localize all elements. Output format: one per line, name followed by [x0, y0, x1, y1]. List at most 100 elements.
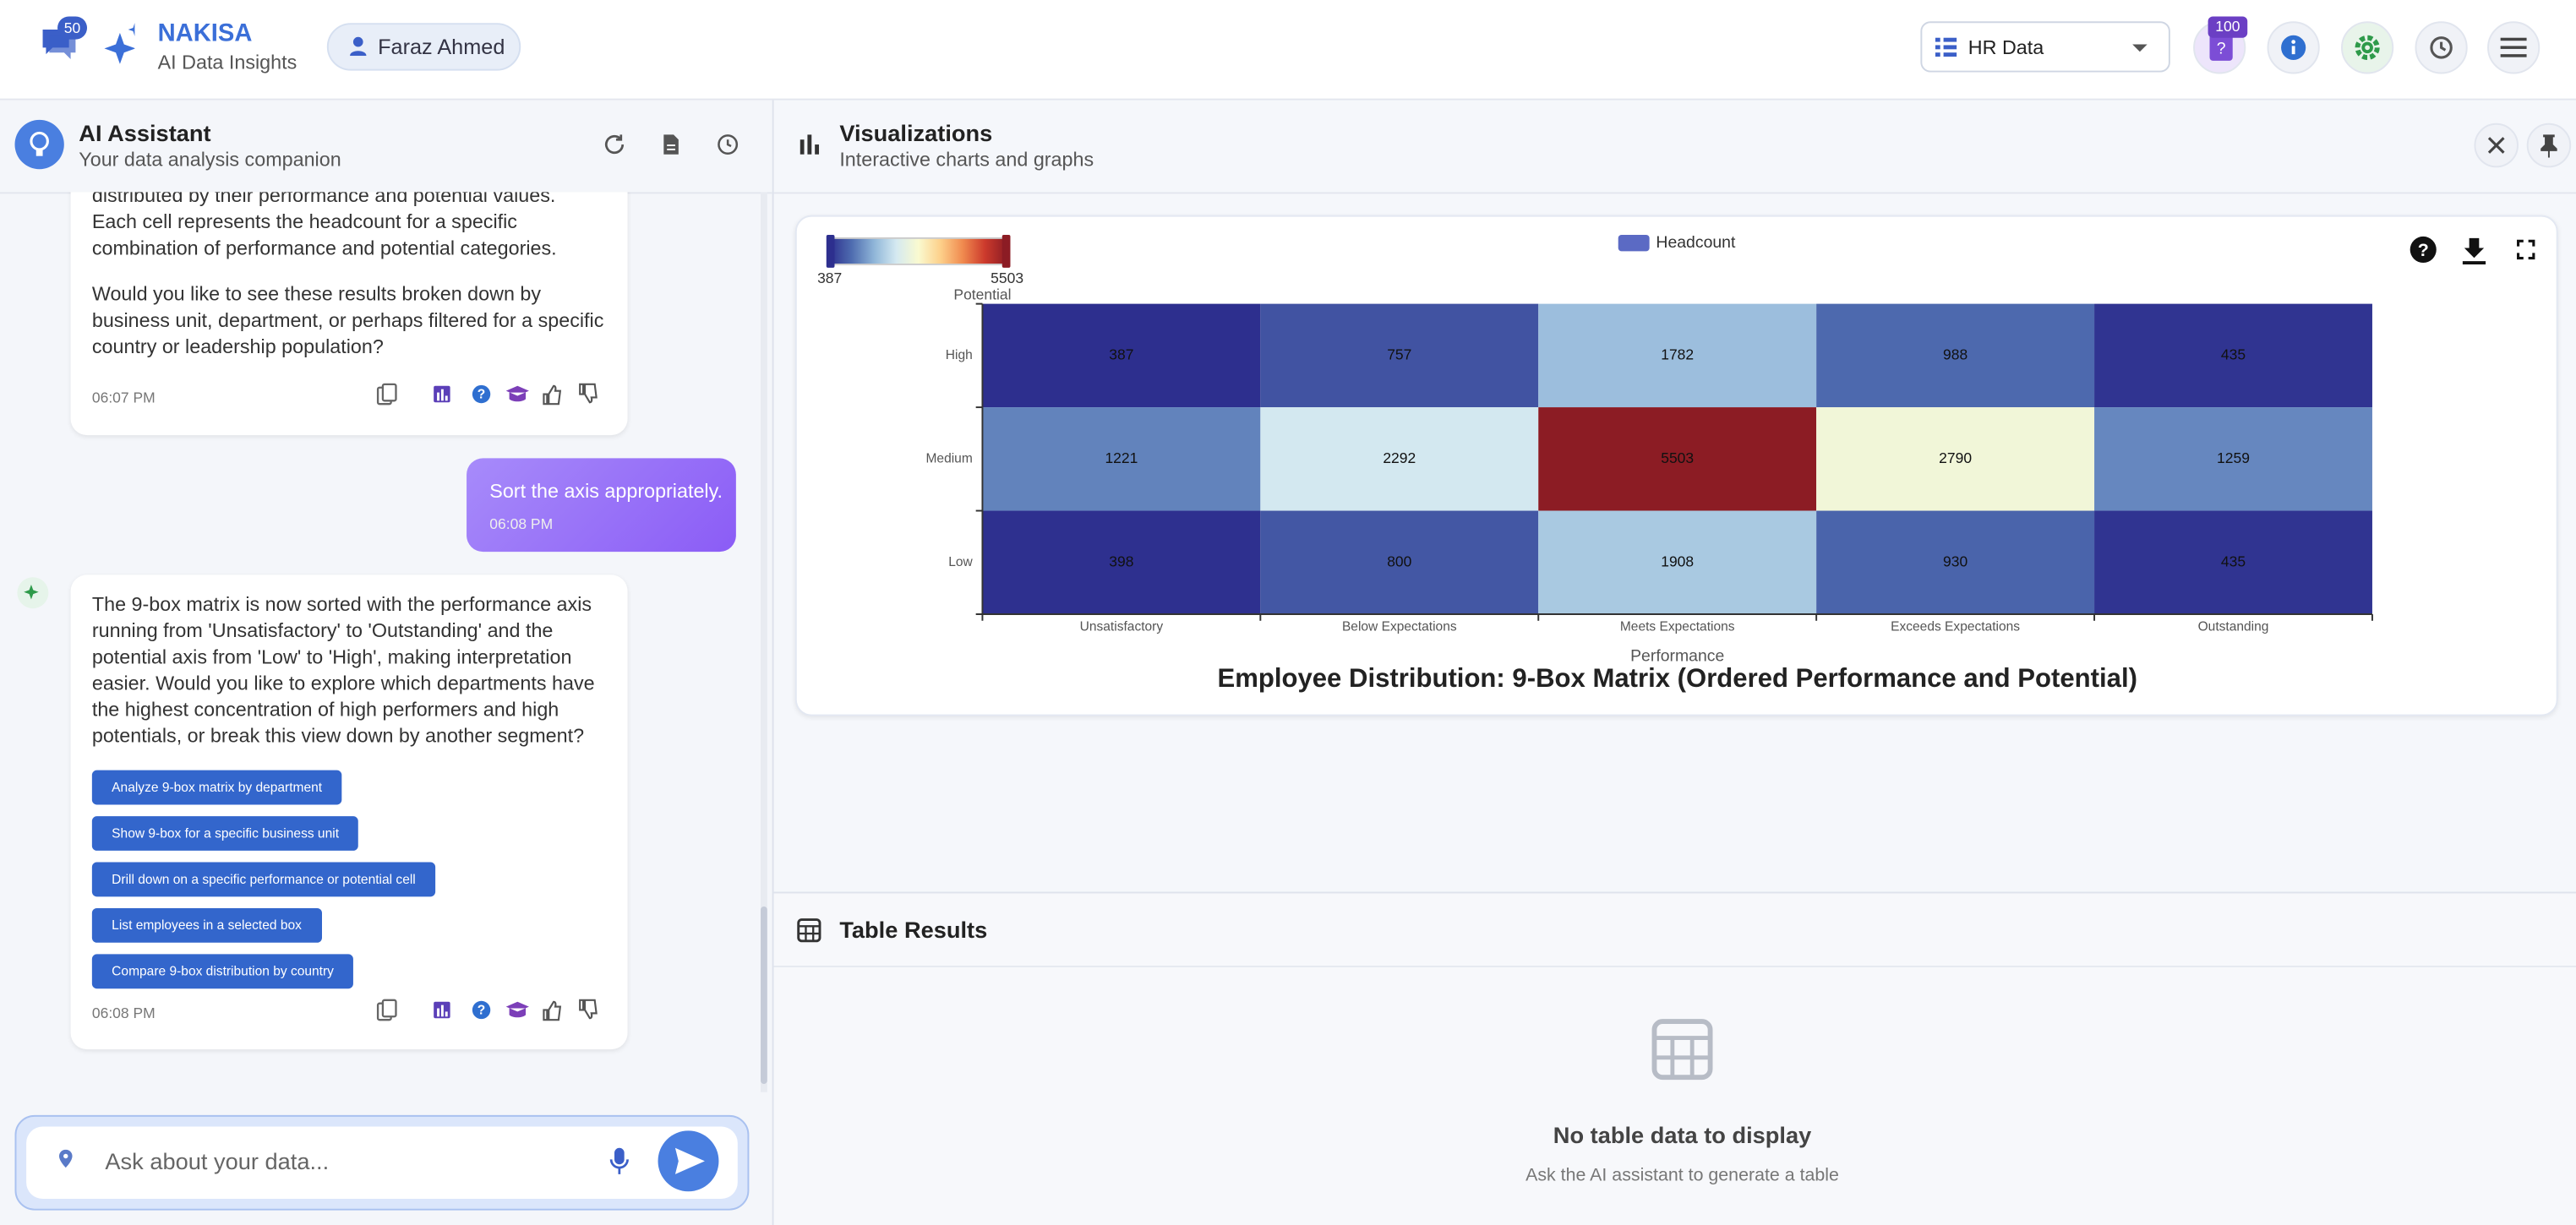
shape [381, 383, 397, 402]
x-tick-label: Unsatisfactory [1080, 620, 1164, 634]
shape [609, 1159, 629, 1174]
assistant-header [0, 100, 772, 194]
shape [815, 144, 820, 155]
suggestion-button[interactable]: List employees in a selected box [91, 907, 322, 943]
heatmap-cell [1260, 407, 1539, 511]
cell-label: 398 [1109, 553, 1133, 569]
cell-label: 1908 [1661, 553, 1694, 569]
shape [543, 384, 562, 406]
heatmap-cell [1816, 407, 2095, 511]
shape [798, 925, 820, 941]
shape [2365, 45, 2371, 51]
message-time: 06:08 PM [91, 1004, 156, 1022]
message-time: 06:08 PM [489, 515, 554, 532]
pin-icon [2541, 134, 2557, 158]
menu-button[interactable] [2487, 21, 2541, 74]
fullscreen-button[interactable] [2517, 239, 2535, 260]
suggestion-button[interactable]: Show 9-box for a specific business unit [91, 816, 359, 851]
shape [35, 149, 43, 156]
table-title: Table Results [839, 916, 988, 943]
shape [800, 139, 805, 155]
menu-icon [2500, 37, 2527, 57]
suggestion-button[interactable]: Analyze 9-box matrix by department [91, 770, 342, 805]
cell-label: 387 [1109, 346, 1133, 362]
shape [579, 383, 598, 404]
shape [63, 1153, 68, 1159]
heatmap-cell [1260, 303, 1539, 408]
shape [58, 1149, 73, 1168]
cell-label: 930 [1943, 553, 1967, 569]
shape [1935, 52, 1940, 57]
shape [2209, 34, 2233, 61]
heatmap-cell [2094, 303, 2372, 408]
panel: The 9-box matrix is now sorted with the … [92, 591, 608, 769]
input-placeholder[interactable]: Ask about your data... [105, 1147, 330, 1174]
message-actions[interactable]: ? [376, 999, 606, 1021]
viz-icon [800, 134, 820, 155]
shape [505, 385, 529, 402]
suggestion-button[interactable]: Drill down on a specific performance or … [91, 862, 436, 897]
dataset-select[interactable] [1920, 21, 2170, 73]
empty-subtitle: Ask the AI assistant to generate a table [1525, 1166, 1839, 1186]
shape [543, 1000, 562, 1021]
shape [1651, 1019, 1713, 1081]
shape [437, 392, 439, 401]
assistant-tools[interactable] [601, 132, 749, 158]
shape [2500, 37, 2527, 41]
empty-title: No table data to display [1553, 1121, 1812, 1148]
cell-label: 988 [1943, 346, 1967, 362]
shape [718, 134, 739, 155]
heatmap-cell [2094, 407, 2372, 511]
shape [2440, 41, 2447, 52]
help-button[interactable] [2410, 236, 2437, 264]
shape [445, 395, 448, 401]
colorbar-max: 5503 [991, 270, 1023, 286]
user-name[interactable]: Faraz Ahmed [378, 34, 505, 59]
user-message: Sort the axis appropriately. 06:08 PM [467, 458, 736, 553]
shape [472, 384, 491, 404]
message-text: distributed by their performance and pot… [91, 192, 557, 260]
suggestion-button[interactable]: Compare 9-box distribution by country [91, 954, 354, 989]
heatmap-cell [982, 407, 1261, 511]
shape [14, 119, 64, 170]
info-icon [2281, 35, 2306, 60]
table-header-divider [773, 966, 2576, 967]
scroll-thumb [761, 906, 767, 1084]
heatmap-cell [2094, 510, 2372, 615]
history-button[interactable] [2415, 21, 2468, 74]
dataset-name[interactable]: HR Data [1967, 35, 2044, 59]
x-tick-label: Meets Expectations [1620, 620, 1735, 634]
history-icon [2430, 36, 2453, 59]
shape [104, 32, 135, 64]
heatmap-cell [1538, 510, 1817, 615]
user-pill[interactable] [326, 23, 521, 71]
viz-subtitle: Interactive charts and graphs [839, 147, 1094, 172]
message-list: distributed by their performance and pot… [0, 192, 772, 1092]
shape [604, 134, 625, 155]
tagline: AI Data Insights [157, 51, 297, 74]
x-axis-label: Performance [1630, 647, 1724, 666]
shape [2291, 46, 2295, 55]
notification-badge[interactable]: 50 [57, 16, 88, 40]
download-button[interactable] [2462, 237, 2486, 264]
chart-title: Employee Distribution: 9-Box Matrix (Ord… [1217, 663, 2137, 693]
send-button[interactable] [658, 1130, 720, 1192]
colorbar-handle [826, 234, 835, 268]
message-actions[interactable]: ? [376, 383, 606, 406]
cell-label: 1221 [1105, 449, 1138, 466]
cell-label: 435 [2221, 346, 2246, 362]
shape [2430, 36, 2453, 59]
shape [2355, 35, 2380, 60]
credits-badge: 100 [2208, 16, 2248, 38]
shape [1943, 45, 1957, 50]
brand: NAKISA [157, 19, 253, 48]
x-tick-label: Below Expectations [1342, 620, 1457, 634]
shape [1943, 52, 1957, 57]
input-icon [58, 1149, 73, 1168]
heatmap-cell [1260, 510, 1539, 615]
heatmap-cell [982, 303, 1261, 408]
shape [440, 1004, 444, 1017]
pin-button[interactable] [2526, 122, 2572, 168]
mic-button[interactable] [608, 1146, 630, 1176]
message-time: 06:07 PM [91, 389, 156, 406]
